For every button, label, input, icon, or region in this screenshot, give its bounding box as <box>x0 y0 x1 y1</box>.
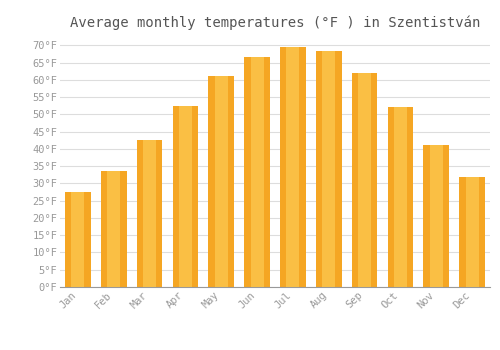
Bar <box>208 76 234 287</box>
Bar <box>108 172 120 287</box>
Bar <box>286 47 300 287</box>
Bar <box>72 192 85 287</box>
Bar <box>424 146 449 287</box>
Bar <box>459 176 485 287</box>
Bar <box>466 176 478 287</box>
Bar <box>358 73 371 287</box>
Bar <box>136 140 162 287</box>
Bar <box>388 107 413 287</box>
Bar <box>172 106 199 287</box>
Bar <box>215 76 228 287</box>
Bar <box>143 140 156 287</box>
Bar <box>179 106 192 287</box>
Title: Average monthly temperatures (°F ) in Szentistván: Average monthly temperatures (°F ) in Sz… <box>70 15 480 30</box>
Bar <box>316 50 342 287</box>
Bar <box>352 73 378 287</box>
Bar <box>244 57 270 287</box>
Bar <box>430 146 442 287</box>
Bar <box>101 172 126 287</box>
Bar <box>250 57 264 287</box>
Bar <box>322 50 335 287</box>
Bar <box>394 107 407 287</box>
Bar <box>65 192 91 287</box>
Bar <box>280 47 306 287</box>
